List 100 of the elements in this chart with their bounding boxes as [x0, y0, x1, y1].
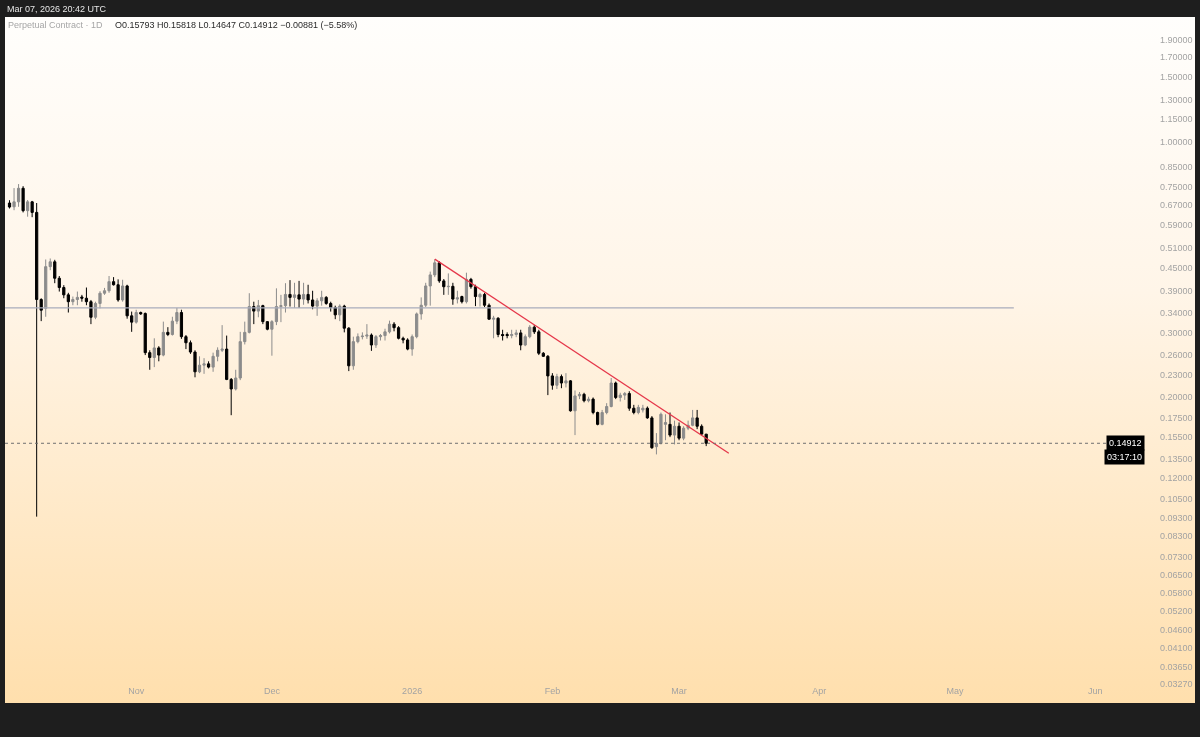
- candlestick: [288, 279, 292, 308]
- candlestick: [568, 379, 573, 413]
- y-tick-label: 0.13500: [1160, 454, 1193, 465]
- candlestick: [537, 329, 541, 356]
- candlestick: [44, 258, 48, 318]
- candlestick: [555, 373, 559, 390]
- candlestick: [396, 325, 401, 340]
- y-tick-label: 1.90000: [1160, 34, 1193, 45]
- annotation: O0.15793 H0.15818 L0.14647 C0.14912 −0.00881 (−5.58%): [115, 20, 358, 30]
- y-tick-label: 0.04600: [1160, 625, 1193, 636]
- candlestick: [365, 323, 369, 340]
- candlestick: [455, 290, 459, 304]
- candlestick: [460, 296, 464, 304]
- y-tick-label: 0.34000: [1160, 307, 1193, 318]
- y-tick-label: 0.03270: [1160, 679, 1193, 690]
- y-tick-label: 0.39000: [1160, 285, 1193, 296]
- y-tick-label: 0.85000: [1160, 162, 1193, 173]
- candlestick: [206, 360, 211, 369]
- y-tick-label: 1.70000: [1160, 52, 1193, 63]
- candlestick: [559, 374, 564, 389]
- y-tick-label: 0.05800: [1160, 588, 1193, 599]
- y-tick-label: 0.05200: [1160, 605, 1193, 616]
- candlestick: [496, 316, 500, 338]
- x-tick-label: May: [946, 686, 964, 696]
- candlestick: [464, 272, 469, 304]
- y-tick-label: 0.75000: [1160, 182, 1193, 193]
- candlestick: [12, 187, 16, 211]
- candlestick: [654, 432, 659, 455]
- y-tick-label: 0.08300: [1160, 531, 1193, 542]
- candlestick: [677, 421, 681, 441]
- x-tick-label: Feb: [544, 686, 561, 696]
- candlestick: [21, 185, 25, 213]
- y-tick-label: 0.51000: [1160, 243, 1193, 254]
- ref-line-label: 0.14912: [1109, 438, 1142, 448]
- y-tick-label: 0.07300: [1160, 551, 1193, 562]
- candlestick: [451, 282, 455, 306]
- y-tick-label: 0.06500: [1160, 570, 1193, 581]
- y-tick-label: 0.23000: [1160, 369, 1193, 380]
- y-tick-label: 0.45000: [1160, 263, 1193, 274]
- y-tick-label: 0.30000: [1160, 327, 1193, 338]
- candlestick: [107, 275, 111, 294]
- y-tick-label: 1.00000: [1160, 136, 1193, 147]
- candlestick: [514, 329, 518, 338]
- candlestick: [564, 372, 568, 388]
- candlestick: [166, 326, 170, 337]
- y-tick-label: 0.09300: [1160, 513, 1193, 524]
- candlestick: [16, 183, 21, 208]
- candlestick: [519, 329, 523, 351]
- y-tick-label: 0.20000: [1160, 391, 1193, 402]
- y-tick-label: 1.30000: [1160, 94, 1193, 105]
- x-tick-label: Apr: [812, 686, 827, 696]
- candlestick: [157, 345, 161, 362]
- y-tick-label: 0.26000: [1160, 350, 1193, 361]
- annotation: 03:17:10: [1107, 452, 1143, 462]
- candlestick: [614, 381, 618, 400]
- y-tick-label: 0.15500: [1160, 432, 1193, 443]
- candlestick: [7, 199, 12, 209]
- candlestick: [663, 413, 668, 441]
- candlestick: [478, 292, 482, 308]
- y-tick-label: 0.04100: [1160, 643, 1193, 654]
- chart-title: Perpetual Contract · 1D: [8, 19, 104, 30]
- x-tick-label: Jun: [1087, 686, 1103, 696]
- x-tick-label: Dec: [263, 686, 281, 696]
- candlestick: [369, 332, 374, 352]
- candlestick: [672, 420, 677, 445]
- x-tick-label: 2026: [402, 686, 423, 696]
- candlestick: [134, 309, 138, 325]
- candlestick: [161, 321, 165, 357]
- candlestick: [306, 284, 310, 304]
- candlestick: [586, 396, 591, 403]
- candlestick: [202, 357, 206, 375]
- candlestick: [446, 272, 450, 296]
- y-tick-label: 1.50000: [1160, 72, 1193, 83]
- candlestick: [152, 337, 156, 368]
- candlestick: [491, 315, 496, 339]
- y-tick-label: 0.59000: [1160, 220, 1193, 231]
- candlestick: [505, 331, 509, 339]
- candlestick: [668, 412, 672, 438]
- candlestick: [297, 280, 301, 309]
- x-tick-label: Mar: [671, 686, 687, 696]
- candlestick: [292, 282, 297, 309]
- text: Mar 07, 2026 20:42 UTC: [7, 4, 107, 14]
- candlestick: [75, 291, 79, 306]
- candlestick: [681, 425, 686, 441]
- candlestick: [573, 389, 577, 436]
- y-tick-label: 0.03650: [1160, 661, 1193, 672]
- candlestick: [71, 296, 75, 306]
- candlestick: [121, 279, 125, 303]
- candlestick: [659, 412, 663, 445]
- y-tick-label: 1.15000: [1160, 114, 1193, 125]
- candlestick: [116, 278, 120, 303]
- y-tick-label: 0.12000: [1160, 472, 1193, 483]
- candlestick: [197, 355, 202, 374]
- candlestick: [301, 282, 306, 306]
- x-tick-label: Nov: [128, 686, 145, 696]
- y-tick-label: 0.10500: [1160, 494, 1193, 505]
- y-tick-label: 0.67000: [1160, 200, 1193, 211]
- candlestick: [582, 392, 586, 403]
- candlestick: [546, 354, 550, 396]
- candlestick: [374, 334, 378, 349]
